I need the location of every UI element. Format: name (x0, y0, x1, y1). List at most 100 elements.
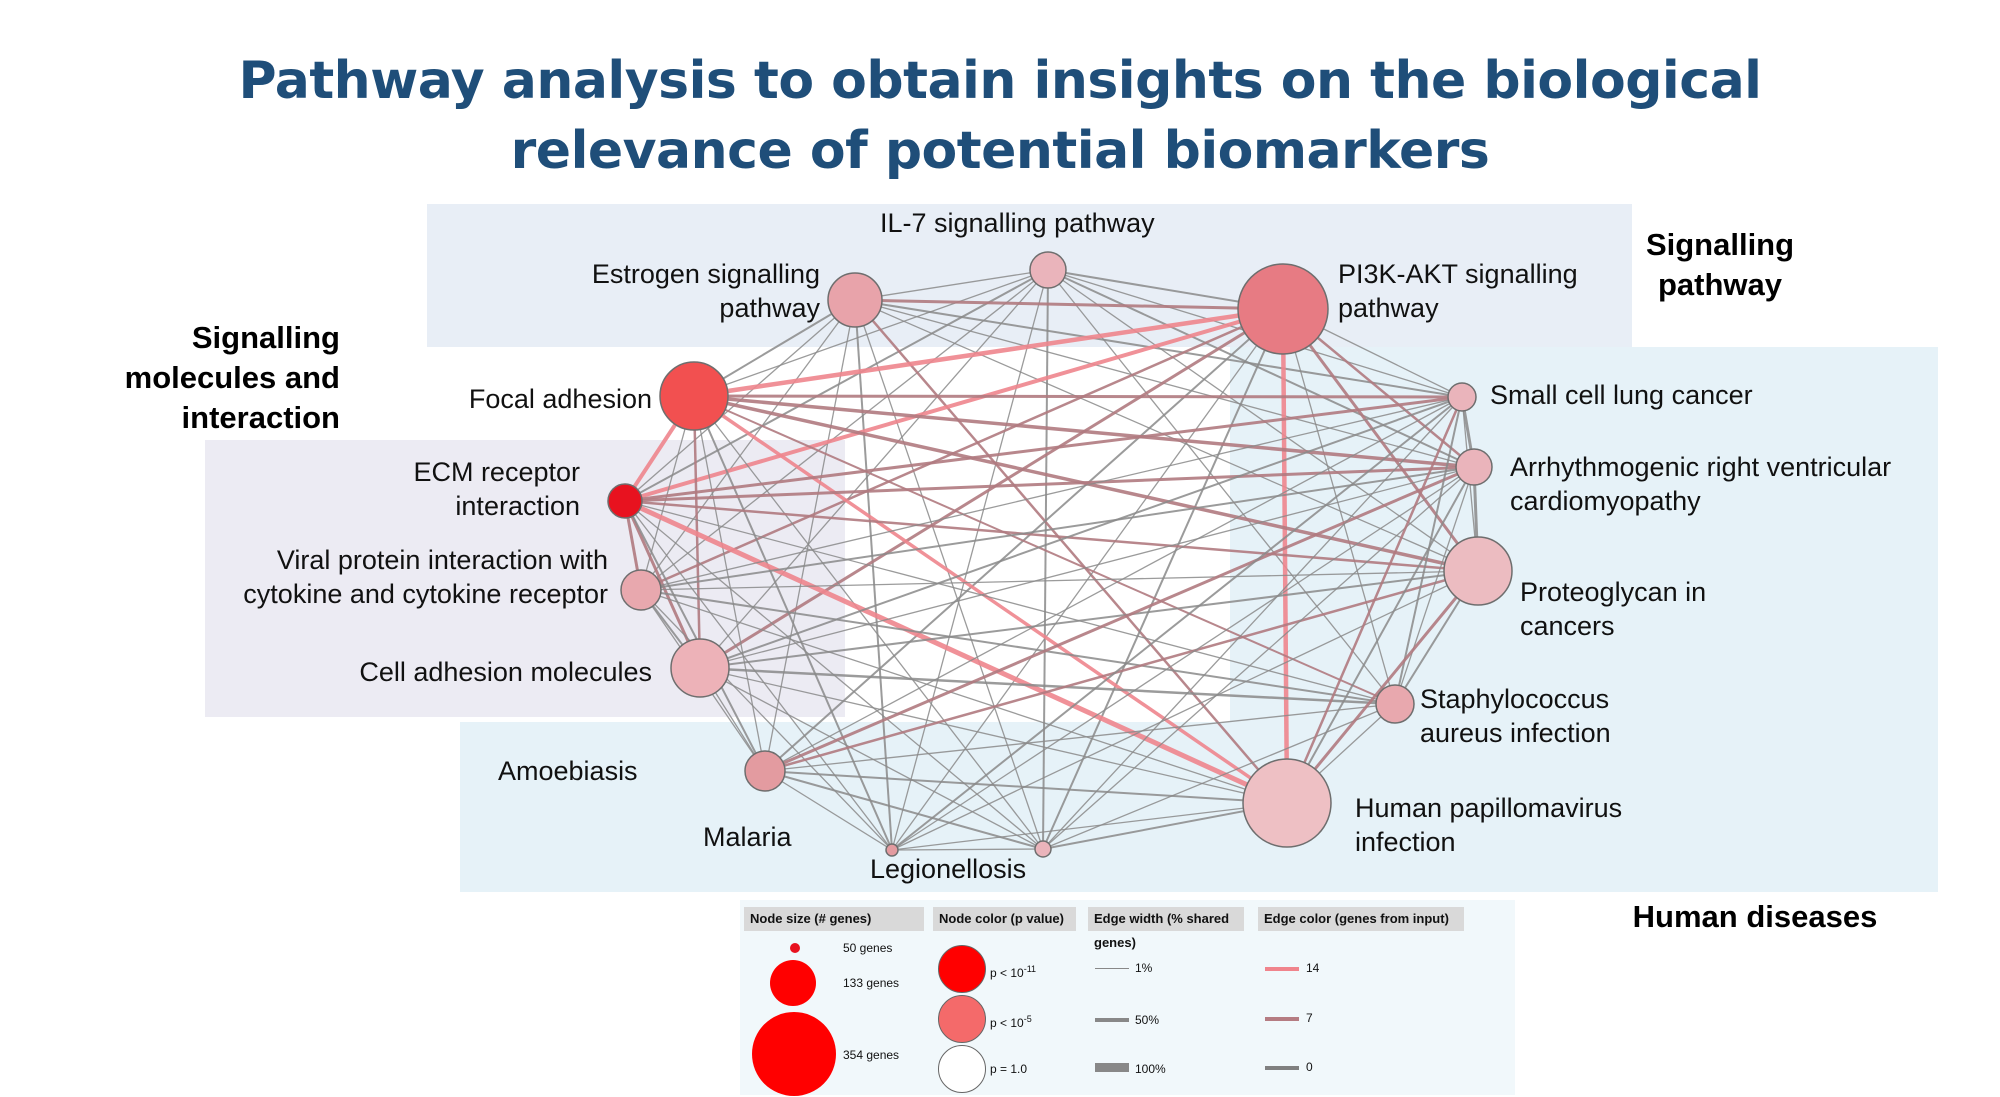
node-cam[interactable] (670, 638, 730, 698)
edge-pi3k-small_legion (1042, 308, 1284, 850)
node-label-legionellosis: Legionellosis (870, 852, 1026, 886)
node-staph[interactable] (1375, 684, 1415, 724)
edge-small_legion-arrhy (1042, 466, 1475, 850)
legend-color-none (938, 1045, 986, 1093)
node-label-proteoglycan: Proteoglycan in cancers (1520, 575, 1706, 643)
legend-color-strong (938, 945, 986, 993)
category-human-diseases: Human diseases (1600, 897, 1910, 937)
category-line: Signalling (1645, 227, 1795, 262)
legend-edge-color-low (1265, 1066, 1299, 1070)
category-line: molecules and (124, 360, 340, 395)
network-nodes (607, 251, 1513, 858)
edge-amoeb-proteo (764, 569, 1479, 773)
node-malaria[interactable] (885, 843, 899, 857)
node-label-line: Staphylococcus (1420, 684, 1610, 714)
edge-ecm-staph (624, 500, 1396, 705)
node-label-amoebiasis: Amoebiasis (498, 754, 638, 788)
node-label-line: ECM receptor (413, 457, 580, 487)
node-label-staphylococcus: Staphylococcus aureus infection (1420, 682, 1611, 750)
node-label-malaria: Malaria (703, 820, 792, 854)
edge-malaria-arrhy (891, 466, 1475, 851)
legend-edge-color-label: 7 (1306, 1011, 1313, 1025)
node-label-hpv: Human papillomavirus infection (1355, 791, 1622, 859)
node-label-line: Arrhythmogenic right ventricular (1510, 452, 1892, 482)
edge-focal-malaria (693, 395, 893, 851)
node-pi3k[interactable] (1237, 263, 1329, 355)
legend-edge-width-thin (1095, 968, 1129, 969)
node-scl[interactable] (1447, 382, 1477, 412)
signalling-pathway-band (427, 204, 1632, 347)
node-focal[interactable] (659, 361, 729, 431)
legend-edge-color-mid (1265, 1017, 1299, 1021)
edge-pi3k-viral (640, 307, 1284, 592)
edge-pi3k-focal (693, 306, 1284, 399)
category-line: interaction (181, 400, 340, 435)
edge-il7-focal (693, 269, 1049, 397)
node-small_legion[interactable] (1034, 840, 1052, 858)
node-label-line: Cell adhesion molecules (359, 657, 652, 687)
legend-edge-width-label: 1% (1135, 961, 1153, 975)
edge-focal-hpv (693, 394, 1288, 805)
node-label-line: Focal adhesion (468, 384, 652, 414)
node-proteo[interactable] (1443, 536, 1513, 606)
node-ecm[interactable] (607, 483, 643, 519)
node-estrogen[interactable] (827, 272, 883, 328)
legend-size-label: 354 genes (843, 1048, 900, 1062)
edge-malaria-proteo (891, 570, 1479, 851)
edge-viral-scl (640, 396, 1463, 591)
edge-malaria-small_legion (891, 848, 1044, 851)
legend-header-edge-color: Edge color (genes from input) (1258, 907, 1464, 931)
node-label-line: PI3K-AKT signalling (1338, 259, 1578, 289)
node-label-line: Legionellosis (870, 854, 1027, 884)
edge-focal-arrhy (693, 394, 1475, 469)
node-il7[interactable] (1029, 251, 1067, 289)
edge-amoeb-hpv (764, 770, 1288, 804)
edge-focal-small_legion (693, 395, 1044, 850)
node-label-estrogen: Estrogen signalling pathway (520, 257, 820, 325)
legend-color-label: p < 10-11 (990, 964, 1037, 980)
node-amoeb[interactable] (744, 750, 786, 792)
edge-il7-arrhy (1047, 269, 1475, 468)
edge-cam-small_legion (699, 667, 1044, 850)
legend-size-label: 133 genes (843, 976, 900, 990)
node-label-line: Human papillomavirus (1355, 793, 1623, 823)
edge-amoeb-staph (764, 703, 1396, 772)
edge-ecm-proteo (624, 499, 1479, 573)
node-label-line: Estrogen signalling (591, 259, 820, 289)
node-label-ecm: ECM receptor interaction (340, 455, 580, 523)
edge-estrogen-amoeb (764, 299, 856, 772)
legend-edge-color-high (1265, 967, 1299, 971)
node-label-focal: Focal adhesion (400, 382, 652, 416)
edge-estrogen-small_legion (854, 299, 1044, 850)
edge-estrogen-viral (640, 299, 856, 591)
node-label-line: Amoebiasis (498, 756, 638, 786)
edge-estrogen-pi3k (854, 298, 1284, 311)
edge-il7-small_legion (1042, 269, 1049, 850)
node-label-scl: Small cell lung cancer (1490, 378, 1753, 412)
node-viral[interactable] (620, 569, 662, 611)
node-label-il7: IL-7 signalling pathway (880, 206, 1155, 240)
legend: Node size (# genes) Node color (p value)… (740, 900, 1515, 1096)
node-hpv[interactable] (1242, 758, 1332, 848)
node-label-pi3k: PI3K-AKT signalling pathway (1338, 257, 1578, 325)
node-label-line: cardiomyopathy (1510, 486, 1701, 516)
node-label-line: Viral protein interaction with (276, 545, 608, 575)
title-line-1: Pathway analysis to obtain insights on t… (238, 51, 1762, 111)
node-label-line: Proteoglycan in (1520, 577, 1707, 607)
page-title: Pathway analysis to obtain insights on t… (0, 46, 2000, 186)
node-label-line: cancers (1520, 611, 1615, 641)
edge-amoeb-arrhy (764, 465, 1475, 773)
node-label-arrhythmogenic: Arrhythmogenic right ventricular cardiom… (1510, 450, 1891, 518)
edge-ecm-malaria (624, 500, 893, 851)
node-arrhy[interactable] (1455, 448, 1493, 486)
edge-cam-hpv (699, 667, 1288, 804)
node-label-line: infection (1355, 827, 1456, 857)
edge-proteo-hpv (1285, 570, 1480, 804)
edge-focal-staph (693, 395, 1396, 705)
edge-amoeb-small_legion (764, 770, 1044, 850)
edge-estrogen-hpv (854, 299, 1288, 804)
edge-amoeb-malaria (764, 770, 893, 851)
node-label-line: Small cell lung cancer (1490, 380, 1753, 410)
edge-arrhy-hpv (1286, 466, 1475, 804)
